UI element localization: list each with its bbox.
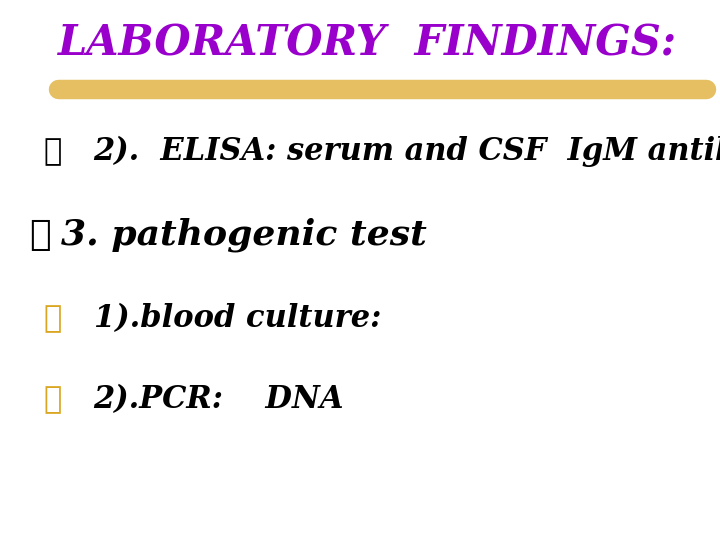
Text: LABORATORY  FINDINGS:: LABORATORY FINDINGS:: [58, 23, 677, 65]
Text: ☧: ☧: [29, 218, 50, 252]
Text: ☧: ☧: [43, 303, 61, 334]
Text: 2).PCR:    DNA: 2).PCR: DNA: [94, 384, 344, 415]
Text: 2).  ELISA: serum and CSF  IgM antibody: 2). ELISA: serum and CSF IgM antibody: [94, 136, 720, 167]
Text: ☧: ☧: [43, 384, 61, 415]
Text: 1).blood culture:: 1).blood culture:: [94, 303, 381, 334]
Text: 3. pathogenic test: 3. pathogenic test: [61, 218, 427, 252]
Text: ☧: ☧: [43, 136, 61, 167]
